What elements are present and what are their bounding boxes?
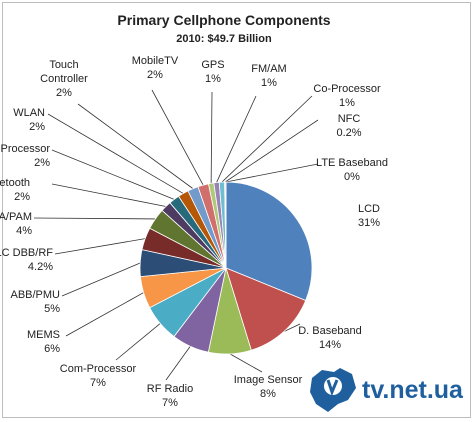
chart-subtitle: 2010: $49.7 Billion	[176, 33, 272, 45]
leader-line	[221, 95, 313, 183]
leader-line	[151, 89, 204, 186]
slice-name-label-gps: GPS	[201, 59, 224, 71]
slice-value-label-abb-pmu: 5%	[44, 303, 60, 315]
slice-value-label-lcd: 31%	[358, 217, 380, 229]
slice-name-label-touch-controller: Touch	[49, 59, 78, 71]
watermark: tv.net.ua	[310, 368, 464, 412]
leader-line	[216, 95, 257, 183]
leader-line	[225, 163, 319, 183]
slice-value-label-nfc: 0.2%	[336, 127, 361, 139]
leader-line	[61, 262, 141, 297]
leader-line	[283, 323, 301, 332]
slice-value-label-mobiletv: 2%	[147, 69, 163, 81]
watermark-text: tv.net.ua	[362, 376, 464, 404]
slice-value-label-rf-radio: 7%	[162, 397, 178, 409]
leader-lines	[33, 89, 319, 381]
slice-name-label-mobiletv: MobileTV	[132, 55, 179, 67]
slice-value-label-bluetooth: 2%	[14, 191, 30, 203]
ukraine-map-icon	[310, 368, 356, 412]
slice-name-label-sa-processor: SA-Processor	[0, 143, 50, 155]
slice-name-label-fm-am: FM/AM	[251, 63, 286, 75]
pie-slice-lcd	[225, 181, 313, 302]
leader-line	[210, 91, 213, 184]
leader-line	[115, 323, 161, 361]
slice-name-label-mems: MEMS	[27, 329, 60, 341]
slice-value-label-gps: 1%	[205, 73, 221, 85]
slice-name-label-lte-baseband: LTE Baseband	[316, 157, 388, 169]
slice-value-label-mems: 6%	[44, 343, 60, 355]
leader-line	[33, 217, 156, 220]
leader-line	[54, 238, 146, 255]
chart-title: Primary Cellphone Components	[117, 12, 330, 28]
pie-slice-d-baseband	[225, 267, 307, 351]
leader-line	[224, 119, 319, 183]
slice-name-label-ulc-dbb-rf: ULC DBB/RF	[0, 247, 53, 259]
slice-name-label-image-sensor: Image Sensor	[234, 374, 303, 386]
leader-line	[51, 149, 175, 200]
slice-name-label-pa-pam: PA/PAM	[0, 211, 32, 223]
pie-slices	[139, 181, 313, 355]
slice-name-label-bluetooth: Bluetooth	[0, 177, 30, 189]
chart-border	[2, 2, 471, 418]
slice-value-label-wlan: 2%	[29, 121, 45, 133]
slice-value-label-com-processor: 7%	[90, 377, 106, 389]
slice-value-label-co-processor: 1%	[339, 97, 355, 109]
leader-line	[47, 113, 184, 194]
slice-name-label-d-baseband: D. Baseband	[298, 325, 362, 337]
slice-value-label-touch-controller: 2%	[56, 87, 72, 99]
leader-line	[77, 103, 194, 189]
slice-name-label-nfc: NFC	[338, 113, 361, 125]
leader-line	[229, 353, 263, 373]
slice-name-label-lcd: LCD	[358, 203, 380, 215]
slice-name-label-wlan: WLAN	[13, 107, 45, 119]
slice-value-label-pa-pam: 4%	[16, 225, 32, 237]
leader-line	[51, 183, 166, 207]
slice-name-label-com-processor: Com-Processor	[60, 363, 137, 375]
slice-name-label-rf-radio: RF Radio	[147, 383, 193, 395]
slice-value-label-sa-processor: 2%	[34, 157, 50, 169]
leader-line	[65, 292, 144, 337]
slice-value-label-d-baseband: 14%	[319, 339, 341, 351]
slice-value-label-fm-am: 1%	[261, 77, 277, 89]
slice-labels: LCD 31% D. Baseband 14% Image Sensor 8% RF Rad…	[0, 55, 388, 409]
slice-name-label-co-processor: Co-Processor	[313, 83, 381, 95]
slice-name-label-touch-controller: Controller	[40, 73, 88, 85]
slice-value-label-ulc-dbb-rf: 4.2%	[28, 261, 53, 273]
leader-line	[165, 346, 191, 381]
slice-name-label-abb-pmu: ABB/PMU	[10, 289, 60, 301]
slice-value-label-lte-baseband: 0%	[344, 171, 360, 183]
slice-value-label-image-sensor: 8%	[260, 388, 276, 400]
